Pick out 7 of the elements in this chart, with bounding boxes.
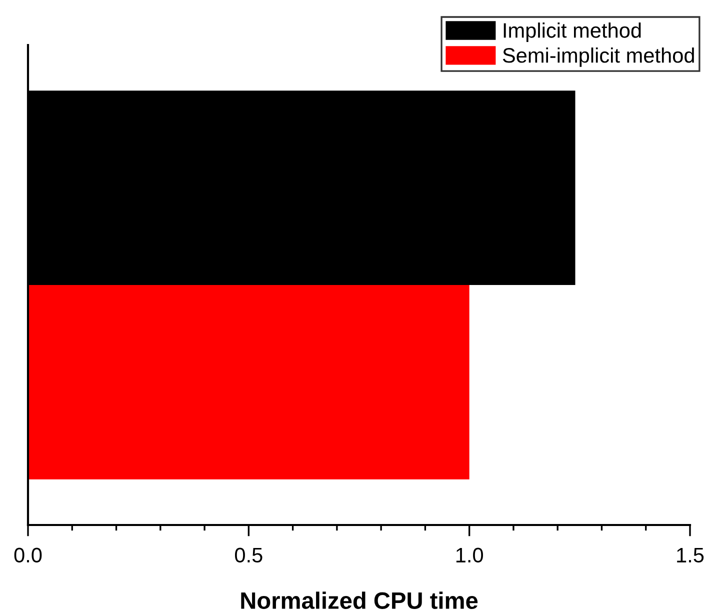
x-axis-title: Normalized CPU time [241,592,478,609]
x-tick-label: 1.0 [456,548,483,563]
x-tick-label: 1.5 [677,548,704,563]
x-tick-label: 0.0 [14,548,42,563]
x-tick-label: 0.5 [235,548,262,563]
legend-label: Implicit method [504,22,641,42]
legend-label: Semi-implicit method [502,47,694,67]
